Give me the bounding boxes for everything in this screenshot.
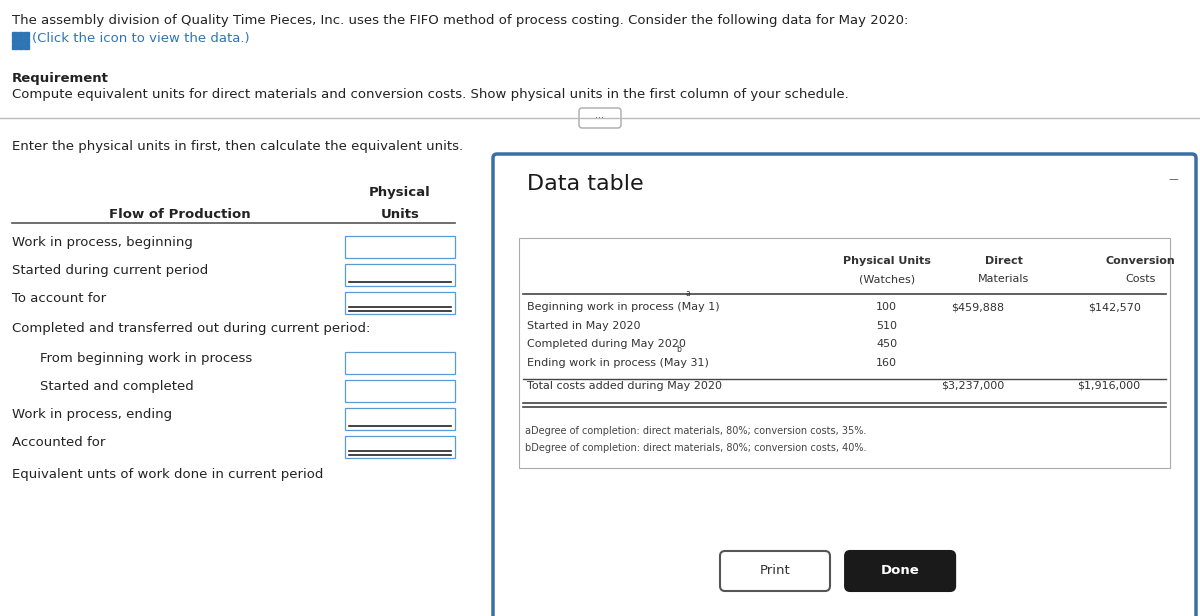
FancyBboxPatch shape: [346, 408, 455, 430]
Text: Requirement: Requirement: [12, 72, 109, 85]
Text: Materials: Materials: [978, 274, 1030, 284]
FancyBboxPatch shape: [493, 154, 1196, 616]
Text: Total costs added during May 2020: Total costs added during May 2020: [527, 381, 722, 391]
Text: Enter the physical units in first, then calculate the equivalent units.: Enter the physical units in first, then …: [12, 140, 463, 153]
Text: Done: Done: [881, 564, 919, 578]
Text: b: b: [676, 345, 680, 354]
Text: Completed and transferred out during current period:: Completed and transferred out during cur…: [12, 322, 371, 335]
Text: 100: 100: [876, 302, 898, 312]
Text: 510: 510: [876, 321, 898, 331]
Text: bDegree of completion: direct materials, 80%; conversion costs, 40%.: bDegree of completion: direct materials,…: [526, 443, 866, 453]
Bar: [24, 44, 29, 49]
Text: Ending work in process (May 31): Ending work in process (May 31): [527, 358, 709, 368]
Text: ···: ···: [595, 113, 605, 123]
FancyBboxPatch shape: [346, 292, 455, 314]
Text: Flow of Production: Flow of Production: [109, 208, 251, 221]
FancyBboxPatch shape: [346, 236, 455, 258]
Bar: [24, 32, 29, 36]
Text: Beginning work in process (May 1): Beginning work in process (May 1): [527, 302, 720, 312]
Text: From beginning work in process: From beginning work in process: [40, 352, 252, 365]
FancyBboxPatch shape: [845, 551, 955, 591]
Bar: [18, 32, 23, 36]
Text: (Watches): (Watches): [859, 274, 914, 284]
Text: Started and completed: Started and completed: [40, 380, 193, 393]
Text: Direct: Direct: [985, 256, 1022, 266]
FancyBboxPatch shape: [720, 551, 830, 591]
Text: Started during current period: Started during current period: [12, 264, 209, 277]
Bar: [24, 38, 29, 43]
Text: Compute equivalent units for direct materials and conversion costs. Show physica: Compute equivalent units for direct mate…: [12, 88, 848, 101]
Text: Accounted for: Accounted for: [12, 436, 106, 449]
FancyBboxPatch shape: [346, 352, 455, 374]
FancyBboxPatch shape: [346, 436, 455, 458]
Text: 160: 160: [876, 358, 898, 368]
Text: $142,570: $142,570: [1088, 302, 1141, 312]
Text: Physical Units: Physical Units: [842, 256, 931, 266]
Text: $1,916,000: $1,916,000: [1078, 381, 1141, 391]
Bar: [12, 38, 17, 43]
Text: Physical: Physical: [370, 186, 431, 199]
Text: Completed during May 2020: Completed during May 2020: [527, 339, 686, 349]
FancyBboxPatch shape: [520, 238, 1170, 468]
Text: —: —: [1169, 174, 1178, 184]
Text: a: a: [685, 289, 690, 298]
Text: Units: Units: [380, 208, 420, 221]
Text: Costs: Costs: [1126, 274, 1156, 284]
Text: Data table: Data table: [527, 174, 643, 194]
Text: The assembly division of Quality Time Pieces, Inc. uses the FIFO method of proce: The assembly division of Quality Time Pi…: [12, 14, 908, 27]
Text: Equivalent unts of work done in current period: Equivalent unts of work done in current …: [12, 468, 323, 481]
Text: $3,237,000: $3,237,000: [941, 381, 1004, 391]
Text: Conversion: Conversion: [1106, 256, 1176, 266]
Bar: [18, 44, 23, 49]
Text: Started in May 2020: Started in May 2020: [527, 321, 641, 331]
Bar: [12, 44, 17, 49]
Text: 450: 450: [876, 339, 898, 349]
Text: Work in process, ending: Work in process, ending: [12, 408, 172, 421]
Bar: [12, 32, 17, 36]
FancyBboxPatch shape: [346, 264, 455, 286]
Bar: [18, 38, 23, 43]
FancyBboxPatch shape: [580, 108, 622, 128]
Text: $459,888: $459,888: [950, 302, 1004, 312]
Text: Print: Print: [760, 564, 791, 578]
Text: To account for: To account for: [12, 292, 106, 305]
Text: Work in process, beginning: Work in process, beginning: [12, 236, 193, 249]
Text: aDegree of completion: direct materials, 80%; conversion costs, 35%.: aDegree of completion: direct materials,…: [526, 426, 866, 436]
Text: (Click the icon to view the data.): (Click the icon to view the data.): [32, 32, 250, 45]
FancyBboxPatch shape: [346, 380, 455, 402]
